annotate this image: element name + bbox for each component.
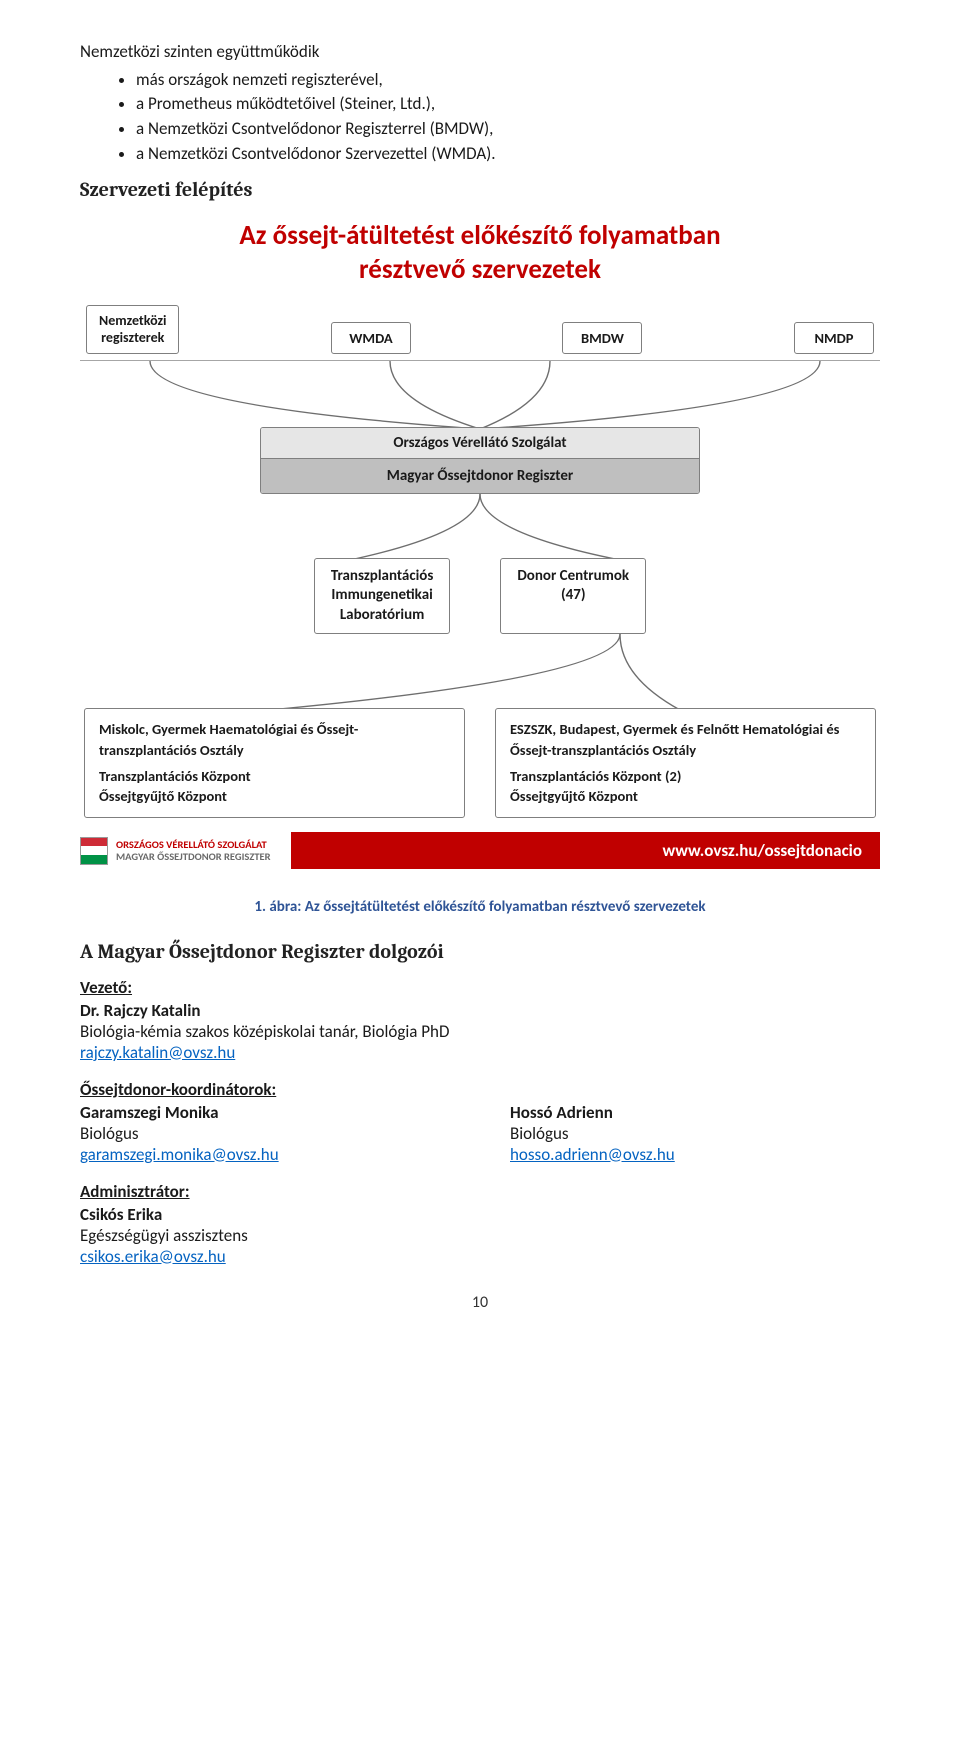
- node-donor-centers: Donor Centrumok (47): [500, 558, 646, 635]
- coord-email[interactable]: hosso.adrienn@ovsz.hu: [510, 1144, 675, 1165]
- heading-structure: Szervezeti felépítés: [80, 178, 880, 201]
- footer-logo-text: ORSZÁGOS VÉRELLÁTÓ SZOLGÁLAT MAGYAR ŐSSE…: [116, 839, 271, 862]
- admin-email[interactable]: csikos.erika@ovsz.hu: [80, 1246, 226, 1267]
- diagram-bottom-row: Miskolc, Gyermek Haematológiai és Őssejt…: [80, 708, 880, 817]
- bullet-item: más országok nemzeti regiszterével,: [136, 68, 880, 93]
- admin-name: Csikós Erika: [80, 1204, 880, 1225]
- diagram-title-l1: Az őssejt-átültetést előkészítő folyamat…: [239, 219, 720, 252]
- footer-logo: ORSZÁGOS VÉRELLÁTÓ SZOLGÁLAT MAGYAR ŐSSE…: [80, 837, 271, 865]
- node-label: (47): [561, 586, 586, 604]
- node-label: Donor Centrumok: [517, 567, 629, 585]
- page-number: 10: [80, 1293, 880, 1312]
- leader-email[interactable]: rajczy.katalin@ovsz.hu: [80, 1042, 235, 1063]
- node-center: Országos Vérellátó Szolgálat Magyar Ősse…: [260, 427, 700, 494]
- intro-lead: Nemzetközi szinten együttműködik: [80, 40, 880, 64]
- heading-staff: A Magyar Őssejtdonor Regiszter dolgozói: [80, 940, 880, 963]
- admin-desc: Egészségügyi asszisztens: [80, 1225, 880, 1246]
- role-leader: Vezető:: [80, 977, 880, 998]
- figure-caption: 1. ábra: Az őssejtátültetést előkészítő …: [80, 898, 880, 916]
- coord-name: Garamszegi Monika: [80, 1102, 450, 1123]
- node-label: Transzplantációs: [331, 567, 433, 585]
- node-title: ESZSZK, Budapest, Gyermek és Felnőtt Hem…: [510, 719, 861, 760]
- connectors-top: [80, 361, 880, 431]
- footer-url: www.ovsz.hu/ossejtdonacio: [291, 832, 880, 869]
- node-ovsz: Országos Vérellátó Szolgálat: [261, 428, 699, 459]
- node-label: regiszterek: [101, 329, 164, 346]
- coordinator-left: Garamszegi Monika Biológus garamszegi.mo…: [80, 1102, 450, 1165]
- node-line: Őssejtgyűjtő Központ: [510, 786, 861, 806]
- intro-bullets: más országok nemzeti regiszterével, a Pr…: [80, 68, 880, 167]
- coordinators-block: Őssejtdonor-koordinátorok: Garamszegi Mo…: [80, 1079, 880, 1165]
- node-intl-registers: Nemzetközi regiszterek: [86, 305, 179, 354]
- logo-line-1: ORSZÁGOS VÉRELLÁTÓ SZOLGÁLAT: [116, 839, 271, 851]
- coord-desc: Biológus: [510, 1123, 880, 1144]
- node-title: Miskolc, Gyermek Haematológiai és Őssejt…: [99, 719, 450, 760]
- connectors-bottom: [80, 632, 880, 712]
- node-budapest: ESZSZK, Budapest, Gyermek és Felnőtt Hem…: [495, 708, 876, 817]
- coord-desc: Biológus: [80, 1123, 450, 1144]
- leader-name: Dr. Rajczy Katalin: [80, 1000, 880, 1021]
- coord-email[interactable]: garamszegi.monika@ovsz.hu: [80, 1144, 279, 1165]
- bullet-item: a Prometheus működtetőivel (Steiner, Ltd…: [136, 92, 880, 117]
- node-lab: Transzplantációs Immungenetikai Laborató…: [314, 558, 450, 635]
- node-label: Laboratórium: [340, 606, 425, 624]
- node-line: Őssejtgyűjtő Központ: [99, 786, 450, 806]
- diagram-center-row: Országos Vérellátó Szolgálat Magyar Ősse…: [80, 427, 880, 494]
- diagram-sub-row: Transzplantációs Immungenetikai Laborató…: [80, 558, 880, 635]
- node-line: Transzplantációs Központ: [99, 766, 450, 786]
- node-label: Immungenetikai: [331, 586, 432, 604]
- coordinator-right: Hossó Adrienn Biológus hosso.adrienn@ovs…: [510, 1102, 880, 1165]
- diagram-top-row: Nemzetközi regiszterek WMDA BMDW NMDP: [80, 305, 880, 354]
- node-bmdw: BMDW: [562, 322, 642, 354]
- diagram-footer: ORSZÁGOS VÉRELLÁTÓ SZOLGÁLAT MAGYAR ŐSSE…: [80, 832, 880, 870]
- org-diagram: Az őssejt-átültetést előkészítő folyamat…: [80, 219, 880, 869]
- bullet-item: a Nemzetközi Csontvelődonor Regiszterrel…: [136, 117, 880, 142]
- logo-line-2: MAGYAR ŐSSEJTDONOR REGISZTER: [116, 851, 271, 863]
- role-coordinators: Őssejtdonor-koordinátorok:: [80, 1079, 880, 1100]
- leader-block: Vezető: Dr. Rajczy Katalin Biológia-kémi…: [80, 977, 880, 1063]
- node-miskolc: Miskolc, Gyermek Haematológiai és Őssejt…: [84, 708, 465, 817]
- node-label: Nemzetközi: [99, 312, 166, 329]
- coord-name: Hossó Adrienn: [510, 1102, 880, 1123]
- bullet-item: a Nemzetközi Csontvelődonor Szervezettel…: [136, 142, 880, 167]
- diagram-title-l2: résztvevő szervezetek: [359, 253, 601, 286]
- node-wmda: WMDA: [331, 322, 411, 354]
- node-line: Transzplantációs Központ (2): [510, 766, 861, 786]
- admin-block: Adminisztrátor: Csikós Erika Egészségügy…: [80, 1181, 880, 1267]
- node-nmdp: NMDP: [794, 322, 874, 354]
- role-admin: Adminisztrátor:: [80, 1181, 880, 1202]
- leader-desc: Biológia-kémia szakos középiskolai tanár…: [80, 1021, 880, 1042]
- node-mor: Magyar Őssejtdonor Regiszter: [261, 459, 699, 493]
- diagram-title: Az őssejt-átültetést előkészítő folyamat…: [80, 219, 880, 287]
- connectors-mid: [80, 492, 880, 562]
- flag-icon: [80, 837, 108, 865]
- coordinators-columns: Garamszegi Monika Biológus garamszegi.mo…: [80, 1102, 880, 1165]
